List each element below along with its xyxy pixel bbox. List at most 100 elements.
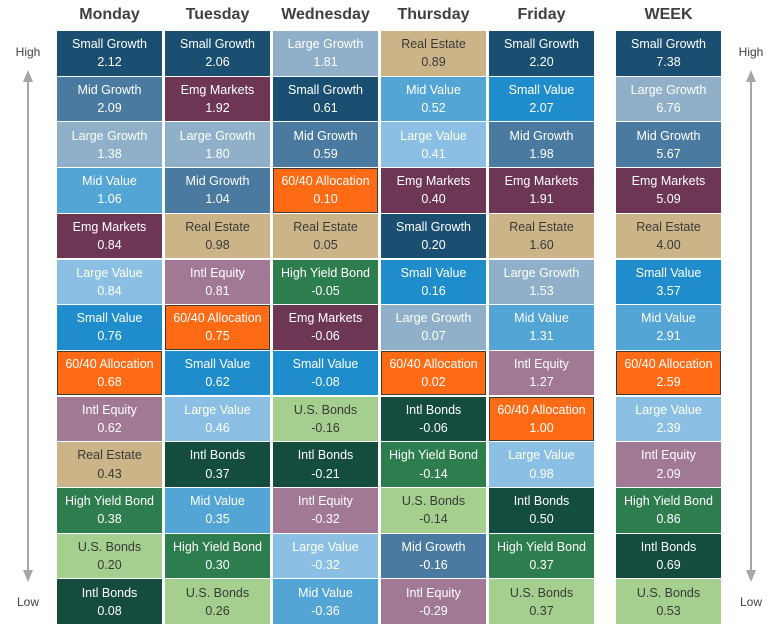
cell-value: -0.14 <box>419 512 448 527</box>
cell-value: 1.06 <box>97 192 122 207</box>
column-header-friday: Friday <box>517 6 566 23</box>
heatmap-cell: Large Growth 1.80 <box>165 122 270 167</box>
heatmap-cell: High Yield Bond 0.30 <box>165 533 270 579</box>
cell-value: 2.12 <box>97 55 122 70</box>
heatmap-cell: U.S. Bonds 0.37 <box>489 579 594 624</box>
heatmap-cell: Emg Markets 0.40 <box>381 168 486 213</box>
cell-value: 2.09 <box>656 466 681 481</box>
heatmap-cell: Mid Growth 0.59 <box>273 122 378 167</box>
cell-label: 60/40 Allocation <box>65 357 154 372</box>
cell-label: Small Growth <box>71 37 148 52</box>
cell-value: 0.46 <box>205 420 230 435</box>
cell-value: 0.59 <box>313 146 338 161</box>
cell-label: U.S. Bonds <box>185 585 250 600</box>
heatmap-cell: Large Value 2.39 <box>616 396 721 442</box>
cell-value: 1.60 <box>529 238 554 253</box>
heatmap-cell: Intl Equity -0.29 <box>381 579 486 624</box>
cell-value: 0.62 <box>97 420 122 435</box>
cell-label: U.S. Bonds <box>509 585 574 600</box>
cell-label: Small Growth <box>287 82 364 97</box>
cell-value: 1.00 <box>529 420 554 435</box>
heatmap-cell: Small Value 0.62 <box>165 350 270 396</box>
heatmap-cell: Mid Growth -0.16 <box>381 533 486 579</box>
cell-value: -0.36 <box>311 603 340 618</box>
cell-label: Large Value <box>508 448 575 463</box>
cell-value: 5.67 <box>656 146 681 161</box>
cell-value: 0.07 <box>421 329 446 344</box>
cell-label: Emg Markets <box>504 174 579 189</box>
cell-label: Mid Growth <box>636 128 701 143</box>
rank-arrow-left-up <box>23 70 33 82</box>
cell-value: 0.37 <box>205 466 230 481</box>
cell-label: Large Growth <box>179 128 256 143</box>
cell-label: Intl Bonds <box>81 585 138 600</box>
cell-label: Intl Bonds <box>513 494 570 509</box>
cell-value: 0.35 <box>205 512 230 527</box>
cell-value: 0.37 <box>529 557 554 572</box>
cell-value: 0.69 <box>656 557 681 572</box>
heatmap-cell: Intl Bonds 0.69 <box>616 533 721 579</box>
cell-label: Intl Equity <box>406 585 461 600</box>
cell-value: 1.53 <box>529 283 554 298</box>
cell-value: 0.05 <box>313 238 338 253</box>
heatmap-cell: Real Estate 0.89 <box>381 31 486 76</box>
cell-label: Intl Equity <box>190 265 245 280</box>
cell-label: Large Growth <box>287 37 364 52</box>
heatmap-cell: Small Growth 2.20 <box>489 31 594 76</box>
cell-value: 0.89 <box>421 55 446 70</box>
cell-value: -0.06 <box>419 420 448 435</box>
heatmap-cell: High Yield Bond -0.05 <box>273 259 378 305</box>
cell-label: Small Value <box>508 82 575 97</box>
cell-value: 6.76 <box>656 100 681 115</box>
heatmap-cell: Mid Value 1.31 <box>489 305 594 350</box>
cell-value: -0.16 <box>311 420 340 435</box>
cell-value: 0.20 <box>421 238 446 253</box>
cell-value: 0.68 <box>97 375 122 390</box>
heatmap-cell: Large Value 0.41 <box>381 122 486 167</box>
cell-value: 0.10 <box>313 192 338 207</box>
cell-value: 0.41 <box>421 146 446 161</box>
cell-label: Intl Bonds <box>640 539 697 554</box>
heatmap-cell: Large Growth 6.76 <box>616 76 721 122</box>
cell-value: 0.08 <box>97 603 122 618</box>
cell-label: Mid Value <box>298 585 353 600</box>
cell-value: 0.75 <box>205 329 230 344</box>
cell-label: Mid Growth <box>293 128 358 143</box>
cell-label: Small Growth <box>630 37 707 52</box>
cell-value: 0.62 <box>205 375 230 390</box>
cell-label: Real Estate <box>293 219 358 234</box>
cell-value: 0.84 <box>97 283 122 298</box>
heatmap-cell: Small Growth 2.12 <box>57 31 162 76</box>
heatmap-cell: Mid Value 0.52 <box>381 76 486 122</box>
heatmap-cell: 60/40 Allocation 0.68 <box>57 350 162 396</box>
cell-label: Mid Value <box>82 174 137 189</box>
cell-label: Small Value <box>76 311 143 326</box>
cell-value: 1.27 <box>529 375 554 390</box>
heatmap-cell: U.S. Bonds 0.26 <box>165 579 270 624</box>
column-header-week: WEEK <box>644 6 693 23</box>
heatmap-cell: Real Estate 4.00 <box>616 213 721 259</box>
cell-value: 1.04 <box>205 192 230 207</box>
heatmap-cell: Intl Bonds -0.06 <box>381 396 486 442</box>
cell-value: -0.08 <box>311 375 340 390</box>
heatmap-cell: Large Value -0.32 <box>273 533 378 579</box>
cell-value: 0.38 <box>97 512 122 527</box>
cell-value: 0.81 <box>205 283 230 298</box>
heatmap-cell: Intl Bonds 0.08 <box>57 579 162 624</box>
cell-value: 0.98 <box>529 466 554 481</box>
cell-label: Mid Growth <box>509 128 574 143</box>
heatmap-cell: Small Growth 0.20 <box>381 213 486 259</box>
cell-label: Large Growth <box>630 82 707 97</box>
cell-label: Intl Equity <box>82 402 137 417</box>
heatmap-cell: Small Growth 0.61 <box>273 76 378 122</box>
heatmap-cell: 60/40 Allocation 1.00 <box>489 396 594 442</box>
low-label-left: Low <box>16 595 39 609</box>
heatmap-cell: U.S. Bonds -0.16 <box>273 396 378 442</box>
heatmap-cell: Real Estate 0.05 <box>273 213 378 259</box>
cell-value: 0.02 <box>421 375 446 390</box>
heatmap-cell: Intl Equity 1.27 <box>489 350 594 396</box>
heatmap-cell: Mid Value -0.36 <box>273 579 378 624</box>
cell-value: 0.98 <box>205 238 230 253</box>
heatmap-cell: High Yield Bond 0.37 <box>489 533 594 579</box>
cell-label: 60/40 Allocation <box>173 311 262 326</box>
